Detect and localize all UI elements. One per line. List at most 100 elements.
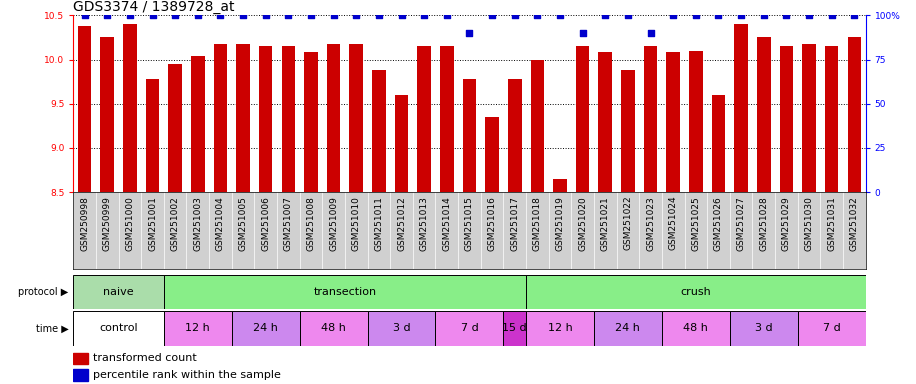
Bar: [73, 369, 88, 381]
Point: [485, 12, 499, 18]
Point: [689, 12, 703, 18]
Text: naive: naive: [104, 287, 134, 297]
Text: GSM251027: GSM251027: [736, 196, 746, 251]
Bar: [798, 311, 866, 346]
Bar: [169, 64, 182, 192]
Text: GSM251019: GSM251019: [555, 196, 564, 251]
Text: GSM251021: GSM251021: [601, 196, 610, 251]
Text: 3 d: 3 d: [755, 323, 772, 333]
Text: 48 h: 48 h: [322, 323, 346, 333]
Text: GSM251013: GSM251013: [420, 196, 429, 251]
Bar: [191, 56, 204, 192]
Point: [145, 12, 160, 18]
Point: [258, 12, 273, 18]
Bar: [504, 311, 526, 346]
Point: [372, 12, 387, 18]
Text: time ▶: time ▶: [36, 323, 69, 333]
Bar: [327, 44, 341, 192]
Text: GSM251022: GSM251022: [624, 196, 632, 250]
Point: [213, 12, 228, 18]
Text: GSM251004: GSM251004: [216, 196, 225, 251]
Text: 3 d: 3 d: [393, 323, 410, 333]
Point: [394, 12, 409, 18]
Text: GSM251007: GSM251007: [284, 196, 293, 251]
Bar: [526, 311, 594, 346]
Bar: [644, 46, 658, 192]
Text: GSM251020: GSM251020: [578, 196, 587, 251]
Bar: [213, 44, 227, 192]
Bar: [304, 53, 318, 192]
Bar: [463, 79, 476, 192]
Text: GSM251002: GSM251002: [170, 196, 180, 251]
Text: transformed count: transformed count: [93, 353, 197, 363]
Text: GSM251025: GSM251025: [692, 196, 701, 251]
Text: GSM251015: GSM251015: [465, 196, 474, 251]
Text: GSM251009: GSM251009: [329, 196, 338, 251]
Bar: [594, 311, 662, 346]
Bar: [146, 79, 159, 192]
Point: [757, 12, 771, 18]
Bar: [662, 311, 730, 346]
Text: GSM251029: GSM251029: [782, 196, 791, 251]
Text: GSM251017: GSM251017: [510, 196, 519, 251]
Bar: [553, 179, 567, 192]
Bar: [712, 95, 725, 192]
Text: GSM251028: GSM251028: [759, 196, 769, 251]
Text: GSM251005: GSM251005: [238, 196, 247, 251]
Text: GSM251024: GSM251024: [669, 196, 678, 250]
Point: [168, 12, 182, 18]
Bar: [526, 275, 866, 309]
Bar: [598, 53, 612, 192]
Bar: [395, 95, 409, 192]
Bar: [780, 46, 793, 192]
Text: GSM251031: GSM251031: [827, 196, 836, 251]
Point: [235, 12, 250, 18]
Bar: [435, 311, 504, 346]
Text: protocol ▶: protocol ▶: [18, 287, 69, 297]
Bar: [73, 353, 88, 364]
Bar: [259, 46, 272, 192]
Bar: [730, 311, 798, 346]
Text: percentile rank within the sample: percentile rank within the sample: [93, 370, 281, 380]
Text: 24 h: 24 h: [253, 323, 278, 333]
Point: [191, 12, 205, 18]
Bar: [802, 44, 816, 192]
Bar: [530, 60, 544, 192]
Point: [552, 12, 567, 18]
Bar: [508, 79, 521, 192]
Bar: [164, 275, 526, 309]
Point: [666, 12, 681, 18]
Bar: [667, 53, 680, 192]
Bar: [418, 46, 431, 192]
Point: [530, 12, 545, 18]
Text: control: control: [99, 323, 138, 333]
Bar: [73, 311, 164, 346]
Bar: [825, 46, 838, 192]
Text: GSM251012: GSM251012: [397, 196, 406, 251]
Bar: [123, 24, 136, 192]
Text: GSM250999: GSM250999: [103, 196, 112, 251]
Text: 12 h: 12 h: [185, 323, 210, 333]
Bar: [350, 44, 363, 192]
Bar: [236, 44, 250, 192]
Text: GSM251006: GSM251006: [261, 196, 270, 251]
Bar: [367, 311, 435, 346]
Point: [598, 12, 613, 18]
Bar: [440, 46, 453, 192]
Text: 48 h: 48 h: [683, 323, 708, 333]
Text: GSM250998: GSM250998: [80, 196, 89, 251]
Text: GSM251032: GSM251032: [850, 196, 859, 251]
Text: 12 h: 12 h: [548, 323, 572, 333]
Bar: [372, 70, 386, 192]
Bar: [300, 311, 367, 346]
Bar: [735, 24, 747, 192]
Bar: [232, 311, 300, 346]
Point: [349, 12, 364, 18]
Point: [802, 12, 816, 18]
Point: [100, 12, 114, 18]
Text: GSM251014: GSM251014: [442, 196, 452, 251]
Text: GSM251030: GSM251030: [804, 196, 813, 251]
Bar: [689, 51, 703, 192]
Text: GSM251008: GSM251008: [307, 196, 315, 251]
Bar: [73, 275, 164, 309]
